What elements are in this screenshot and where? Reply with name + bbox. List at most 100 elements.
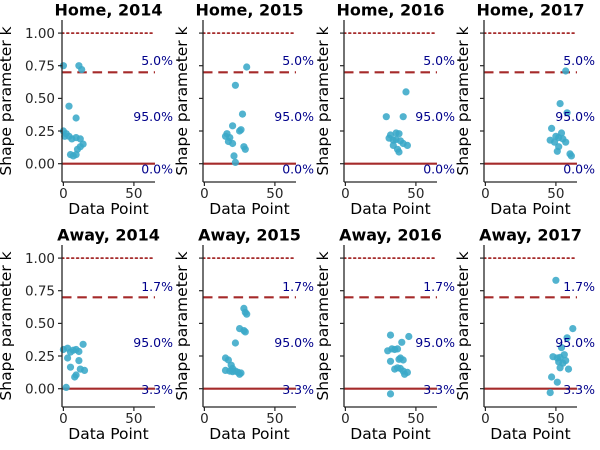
x-tick-label: 0 (341, 411, 350, 427)
percent-annotation: 95.0% (274, 109, 314, 124)
y-axis-label: Shape parameter k (173, 26, 191, 175)
data-point (546, 389, 554, 397)
percent-annotation: 95.0% (415, 109, 455, 124)
y-axis-label: Shape parameter k (314, 251, 332, 400)
data-point (241, 145, 249, 153)
percent-annotation: 95.0% (555, 335, 595, 350)
data-point (395, 148, 403, 156)
data-point (560, 351, 568, 359)
percent-annotation: 0.0% (282, 162, 314, 177)
data-point (562, 357, 570, 365)
percent-annotation: 1.7% (563, 279, 595, 294)
subplot-title: Away, 2014 (57, 226, 160, 245)
data-point (78, 66, 86, 74)
data-point (230, 152, 238, 160)
data-point (76, 365, 84, 373)
percent-annotation: 5.0% (563, 53, 595, 68)
x-tick-label: 0 (59, 411, 68, 427)
x-tick-label: 50 (266, 186, 283, 202)
data-point (386, 357, 395, 365)
data-point (238, 110, 247, 118)
x-axis-label: Data Point (68, 200, 148, 218)
data-point (562, 138, 570, 146)
data-point (243, 63, 251, 71)
data-point (569, 325, 577, 333)
y-tick-label: 0.25 (25, 349, 55, 365)
data-point (231, 158, 239, 166)
x-tick-label: 0 (481, 411, 490, 427)
subplot-away-2016: 0 50 1.7% 95.0% 3.3% Away, 2016 Data Point Shap… (314, 226, 455, 444)
percent-annotation: 3.3% (141, 382, 173, 397)
percent-annotation: 95.0% (133, 335, 173, 350)
percent-annotation: 5.0% (141, 53, 173, 68)
data-point (567, 152, 576, 160)
data-point (399, 113, 407, 121)
data-point (231, 339, 239, 347)
subplot-title: Home, 2016 (336, 1, 444, 20)
x-tick-label: 50 (407, 411, 424, 427)
percent-annotation: 0.0% (563, 162, 595, 177)
data-point (563, 334, 571, 342)
data-point (64, 354, 72, 362)
x-tick-label: 50 (125, 411, 142, 427)
y-tick-label: 1.00 (25, 26, 55, 42)
subplot-title: Home, 2015 (195, 1, 303, 20)
percent-annotation: 1.7% (282, 279, 314, 294)
x-axis-label: Data Point (490, 200, 570, 218)
x-axis-label: Data Point (209, 200, 289, 218)
percent-annotation: 3.3% (423, 382, 455, 397)
percent-annotation: 1.7% (141, 279, 173, 294)
subplot-away-2014: 0.00 0.25 0.50 0.75 1.00 0 50 1.7% 95.0% 3.3% Away… (0, 226, 173, 444)
percent-annotation: 5.0% (423, 53, 455, 68)
y-tick-label: 0.75 (25, 59, 55, 75)
x-tick-label: 50 (547, 186, 564, 202)
subplot-title: Away, 2016 (339, 226, 442, 245)
x-axis-label: Data Point (68, 425, 148, 443)
data-point (553, 147, 561, 155)
subplot-title: Home, 2014 (54, 1, 162, 20)
x-axis-label: Data Point (350, 425, 430, 443)
x-tick-label: 50 (407, 186, 424, 202)
data-point (241, 328, 249, 336)
percent-annotation: 0.0% (423, 162, 455, 177)
data-point (548, 373, 556, 381)
percent-annotation: 95.0% (415, 335, 455, 350)
data-point (399, 356, 407, 364)
percent-annotation: 0.0% (141, 162, 173, 177)
y-tick-label: 0.25 (25, 124, 55, 140)
data-point (62, 383, 70, 391)
y-tick-label: 1.00 (25, 251, 55, 267)
data-point (237, 369, 245, 377)
x-tick-label: 50 (125, 186, 142, 202)
data-point (556, 364, 564, 372)
percent-annotation: 3.3% (563, 382, 595, 397)
data-point (564, 365, 573, 373)
data-point (229, 139, 237, 148)
percent-annotation: 95.0% (133, 109, 173, 124)
subplot-home-2016: 0 50 5.0% 95.0% 0.0% Home, 2016 Data Point Shap… (314, 1, 455, 219)
data-point (65, 102, 73, 110)
data-point (405, 332, 413, 341)
subplot-away-2015: 0 50 1.7% 95.0% 3.3% Away, 2015 Data Point Shap… (173, 226, 314, 444)
data-point (548, 124, 556, 132)
x-tick-label: 50 (266, 411, 283, 427)
x-tick-label: 0 (200, 411, 209, 427)
x-axis-label: Data Point (350, 200, 430, 218)
data-point (66, 363, 75, 371)
data-point (236, 127, 244, 135)
subplot-home-2015: 0 50 5.0% 95.0% 0.0% Home, 2015 Data Point Shap… (173, 1, 314, 219)
percent-annotation: 95.0% (555, 109, 595, 124)
data-point (386, 390, 395, 398)
data-point (72, 114, 80, 122)
y-axis-label: Shape parameter k (454, 251, 472, 400)
y-tick-label: 0.75 (25, 284, 55, 300)
y-axis-label: Shape parameter k (173, 251, 191, 400)
data-point (403, 368, 411, 376)
data-point (402, 88, 410, 96)
y-tick-label: 0.00 (25, 382, 55, 398)
data-point (71, 373, 79, 381)
percent-annotation: 1.7% (423, 279, 455, 294)
data-point (557, 344, 566, 352)
data-point (395, 130, 403, 138)
